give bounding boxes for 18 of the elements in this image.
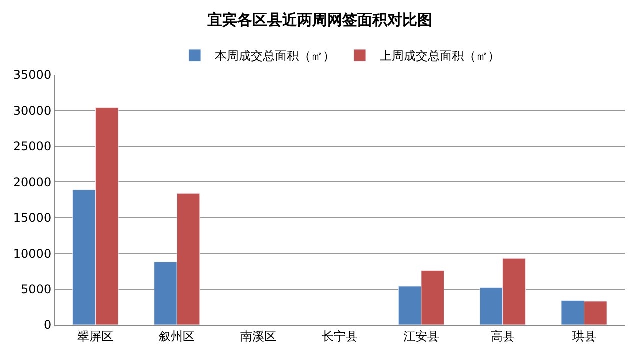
y-tick-label: 15000 <box>13 211 52 226</box>
y-tick-label: 20000 <box>13 175 52 190</box>
x-tick-label: 南溪区 <box>240 329 277 344</box>
legend-label: 上周成交总面积（㎡） <box>380 49 500 64</box>
y-tick-label: 0 <box>44 318 52 332</box>
y-tick-label: 30000 <box>13 104 52 118</box>
chart-title: 宜宾各区县近两周网签面积对比图 <box>208 10 432 29</box>
x-tick-label: 江安县 <box>403 329 440 344</box>
y-tick-label: 25000 <box>13 140 52 154</box>
x-tick-label: 叙州区 <box>159 329 196 344</box>
y-tick-label: 10000 <box>13 246 52 261</box>
y-tick-label: 5000 <box>21 282 52 296</box>
x-tick-label: 长宁县 <box>322 329 358 344</box>
x-tick-label: 翠屏区 <box>78 329 114 344</box>
y-tick-label: 35000 <box>13 68 52 82</box>
x-tick-label: 珙县 <box>572 329 596 344</box>
x-tick-label: 高县 <box>490 329 515 344</box>
legend-label: 本周成交总面积（㎡） <box>215 49 335 64</box>
